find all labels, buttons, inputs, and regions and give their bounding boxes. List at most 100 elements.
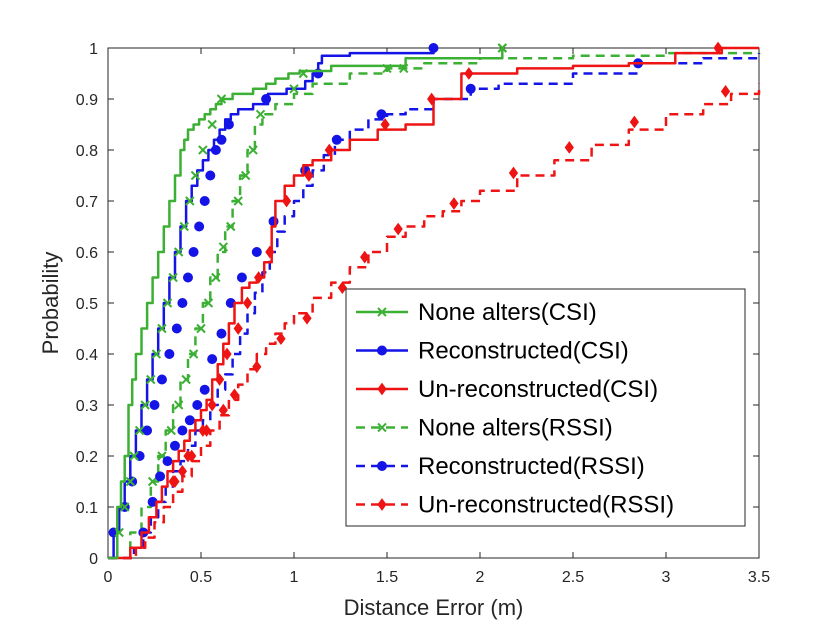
data-point xyxy=(198,424,208,437)
data-point xyxy=(173,247,184,257)
y-tick-label: 0.2 xyxy=(76,449,98,466)
data-point xyxy=(140,400,150,410)
y-tick-label: 0.6 xyxy=(76,245,98,262)
series-0 xyxy=(108,43,508,560)
data-point xyxy=(223,119,234,130)
data-point xyxy=(331,134,342,145)
legend-label: Reconstructed(RSSI) xyxy=(418,453,645,480)
data-point xyxy=(337,281,347,295)
y-tick-label: 0.3 xyxy=(76,398,98,415)
data-point xyxy=(196,323,206,334)
data-point xyxy=(194,221,205,232)
data-point xyxy=(173,400,184,410)
data-point xyxy=(190,170,201,181)
data-point xyxy=(252,360,262,374)
x-tick-label: 3 xyxy=(662,569,671,586)
data-point xyxy=(276,332,286,346)
data-point xyxy=(166,425,176,436)
data-point xyxy=(199,196,210,206)
data-point xyxy=(464,67,474,80)
data-point xyxy=(207,354,218,365)
data-point xyxy=(188,349,199,359)
data-point xyxy=(302,311,312,325)
data-point xyxy=(184,415,195,426)
data-point xyxy=(564,141,574,154)
data-point xyxy=(222,347,232,361)
series-2 xyxy=(108,41,759,560)
data-point xyxy=(255,109,266,120)
data-point xyxy=(376,109,387,120)
data-point xyxy=(713,41,723,55)
legend-marker xyxy=(377,382,387,396)
legend-item: Reconstructed(RSSI) xyxy=(356,453,645,480)
data-point xyxy=(240,170,251,181)
series-3 xyxy=(108,43,759,560)
data-point xyxy=(162,456,173,467)
data-point xyxy=(181,374,191,385)
legend-label: Un-reconstructed(CSI) xyxy=(418,376,658,403)
data-point xyxy=(324,143,334,157)
legend-item: Un-reconstructed(CSI) xyxy=(356,376,658,403)
data-point xyxy=(214,373,225,386)
data-point xyxy=(248,145,258,155)
data-point xyxy=(120,502,130,512)
y-tick-label: 0.1 xyxy=(76,500,98,517)
data-point xyxy=(380,118,390,131)
data-point xyxy=(399,63,409,74)
legend-marker xyxy=(377,307,387,317)
data-point xyxy=(146,374,156,385)
data-point xyxy=(168,272,178,283)
x-axis-title: Distance Error (m) xyxy=(344,595,524,620)
data-point xyxy=(187,449,197,463)
data-point xyxy=(169,440,180,451)
data-point xyxy=(188,247,199,257)
data-point xyxy=(207,398,217,412)
data-point xyxy=(129,451,139,461)
data-point xyxy=(218,403,228,417)
data-point xyxy=(198,145,208,155)
legend-label: None alters(RSSI) xyxy=(418,415,613,442)
data-point xyxy=(629,115,639,129)
y-tick-label: 1 xyxy=(89,41,98,58)
legend-marker xyxy=(377,461,387,471)
y-axis-title: Probability xyxy=(38,252,63,355)
legend-box xyxy=(345,288,746,527)
data-point xyxy=(211,272,221,283)
legend-item: None alters(RSSI) xyxy=(356,415,613,442)
data-point xyxy=(216,328,227,339)
series-line xyxy=(108,48,504,560)
legend-marker xyxy=(377,345,387,356)
data-point xyxy=(427,92,437,106)
data-point xyxy=(207,119,217,130)
x-tick-label: 3.5 xyxy=(748,569,770,586)
data-point xyxy=(134,425,145,436)
data-point xyxy=(298,68,309,79)
data-point xyxy=(156,374,167,385)
legend-item: Reconstructed(CSI) xyxy=(356,338,629,365)
y-tick-label: 0.8 xyxy=(76,143,98,160)
data-point xyxy=(268,216,279,227)
axis-ticks: 0 0.5 1 1.5 2 2.5 3 3.5 0 0.1 0.2 0.3 0.4 0.5 0.6 0.7 0.… xyxy=(76,41,770,586)
x-tick-label: 2.5 xyxy=(562,569,584,586)
data-point xyxy=(251,247,262,257)
legend-label: Un-reconstructed(RSSI) xyxy=(418,492,674,519)
x-tick-label: 2 xyxy=(476,569,485,586)
x-tick-label: 1.5 xyxy=(376,569,398,586)
data-point xyxy=(162,298,173,308)
data-point xyxy=(179,221,189,232)
data-point xyxy=(242,296,253,310)
data-point xyxy=(164,349,175,359)
data-point xyxy=(199,384,210,395)
series-line xyxy=(108,46,759,560)
data-point xyxy=(261,94,272,104)
y-tick-label: 0.4 xyxy=(76,347,98,364)
data-point xyxy=(216,94,227,104)
data-point xyxy=(177,298,188,308)
legend-marker xyxy=(377,422,387,433)
data-point xyxy=(465,83,476,94)
data-point xyxy=(171,323,182,334)
data-point xyxy=(192,400,203,410)
data-point xyxy=(125,476,136,487)
y-tick-label: 0.7 xyxy=(76,194,98,211)
